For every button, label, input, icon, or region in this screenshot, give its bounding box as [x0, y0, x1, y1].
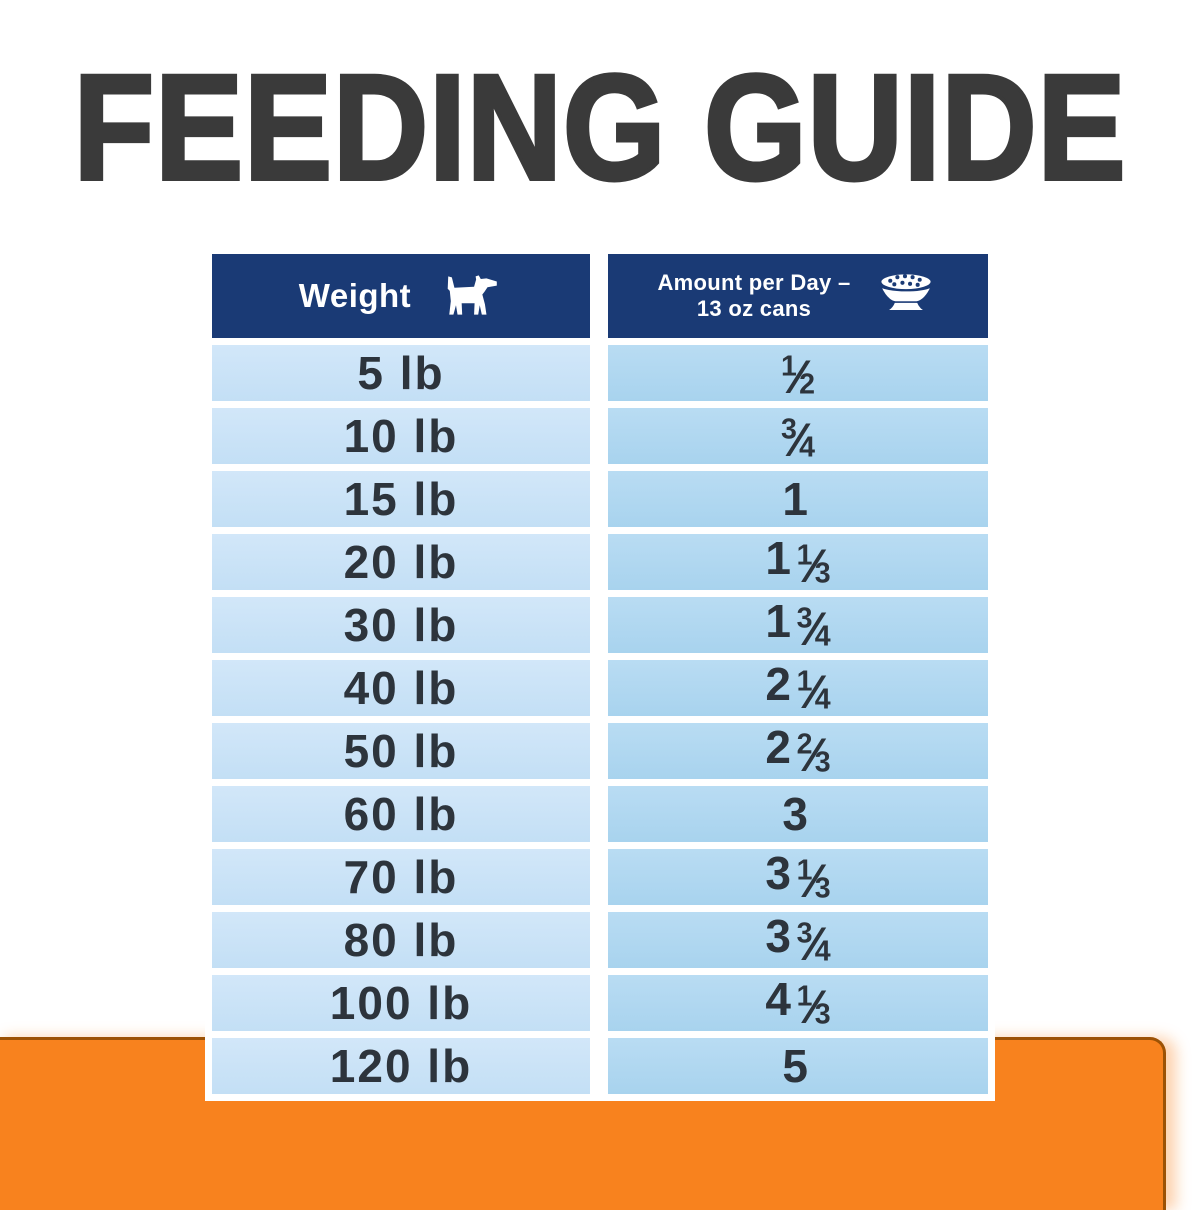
food-bowl-icon — [873, 270, 939, 322]
amount-value: 1 — [782, 473, 810, 525]
table-row: 30 lb 1 3 ⁄ 4 — [212, 595, 988, 655]
amount-value: 2 1 ⁄ 4 — [765, 658, 831, 718]
dog-icon — [441, 274, 503, 318]
weight-cell: 30 lb — [212, 597, 590, 653]
table-row: 20 lb 1 1 ⁄ 3 — [212, 532, 988, 592]
amount-cell: 1 — [608, 471, 988, 527]
amount-cell: 3 1 ⁄ 3 — [608, 847, 988, 907]
amount-value: 3 3 ⁄ 4 — [765, 910, 831, 970]
amount-value: 1 3 ⁄ 4 — [765, 595, 831, 655]
weight-cell: 5 lb — [212, 345, 590, 401]
weight-value: 50 lb — [343, 725, 459, 777]
weight-value: 20 lb — [343, 536, 459, 588]
weight-cell: 40 lb — [212, 660, 590, 716]
table-row: 80 lb 3 3 ⁄ 4 — [212, 910, 988, 970]
weight-cell: 80 lb — [212, 912, 590, 968]
amount-value: 1 1 ⁄ 3 — [765, 532, 831, 592]
table-row: 60 lb 3 — [212, 786, 988, 842]
weight-cell: 70 lb — [212, 849, 590, 905]
weight-cell: 20 lb — [212, 534, 590, 590]
amount-cell: 1 3 ⁄ 4 — [608, 595, 988, 655]
amount-cell: 3 — [608, 786, 988, 842]
weight-value: 10 lb — [343, 410, 459, 462]
amount-cell: 3 ⁄ 4 — [608, 408, 988, 466]
amount-cell: 2 1 ⁄ 4 — [608, 658, 988, 718]
amount-value: 2 2 ⁄ 3 — [765, 721, 831, 781]
weight-value: 5 lb — [357, 347, 445, 399]
weight-value: 15 lb — [343, 473, 459, 525]
table-header-row: Weight Amount per Day – 13 oz cans — [212, 254, 988, 338]
weight-column-header: Weight — [212, 254, 590, 338]
weight-cell: 100 lb — [212, 975, 590, 1031]
weight-cell: 10 lb — [212, 408, 590, 464]
weight-cell: 120 lb — [212, 1038, 590, 1094]
table-row: 5 lb 1 ⁄ 2 — [212, 345, 988, 403]
table-body: 5 lb 1 ⁄ 2 10 lb 3 ⁄ 4 15 lb 1 20 lb 1 1 ⁄ 3 30… — [212, 345, 988, 1094]
weight-value: 30 lb — [343, 599, 459, 651]
page-title: FEEDING GUIDE — [72, 43, 1128, 211]
amount-cell: 1 1 ⁄ 3 — [608, 532, 988, 592]
weight-value: 70 lb — [343, 851, 459, 903]
amount-value: 4 1 ⁄ 3 — [765, 973, 831, 1033]
weight-cell: 60 lb — [212, 786, 590, 842]
feeding-guide-table: Weight Amount per Day – 13 oz cans — [205, 247, 995, 1101]
amount-cell: 3 3 ⁄ 4 — [608, 910, 988, 970]
amount-header-label: Amount per Day – 13 oz cans — [657, 269, 851, 321]
table-row: 120 lb 5 — [212, 1038, 988, 1094]
amount-cell: 5 — [608, 1038, 988, 1094]
table-row: 100 lb 4 1 ⁄ 3 — [212, 973, 988, 1033]
amount-cell: 2 2 ⁄ 3 — [608, 721, 988, 781]
table-row: 40 lb 2 1 ⁄ 4 — [212, 658, 988, 718]
amount-value: 3 — [782, 788, 810, 840]
table-row: 15 lb 1 — [212, 471, 988, 527]
weight-value: 60 lb — [343, 788, 459, 840]
amount-value: 3 1 ⁄ 3 — [765, 847, 831, 907]
amount-column-header: Amount per Day – 13 oz cans — [608, 254, 988, 338]
amount-cell: 4 1 ⁄ 3 — [608, 973, 988, 1033]
table-row: 10 lb 3 ⁄ 4 — [212, 408, 988, 466]
amount-value: 5 — [782, 1040, 810, 1092]
weight-value: 120 lb — [329, 1040, 473, 1092]
weight-value: 80 lb — [343, 914, 459, 966]
weight-cell: 15 lb — [212, 471, 590, 527]
amount-cell: 1 ⁄ 2 — [608, 345, 988, 403]
weight-value: 40 lb — [343, 662, 459, 714]
weight-value: 100 lb — [329, 977, 473, 1029]
weight-header-label: Weight — [298, 277, 412, 314]
amount-value: 3 ⁄ 4 — [781, 413, 815, 466]
weight-cell: 50 lb — [212, 723, 590, 779]
table-row: 70 lb 3 1 ⁄ 3 — [212, 847, 988, 907]
table-row: 50 lb 2 2 ⁄ 3 — [212, 721, 988, 781]
amount-value: 1 ⁄ 2 — [781, 350, 815, 403]
